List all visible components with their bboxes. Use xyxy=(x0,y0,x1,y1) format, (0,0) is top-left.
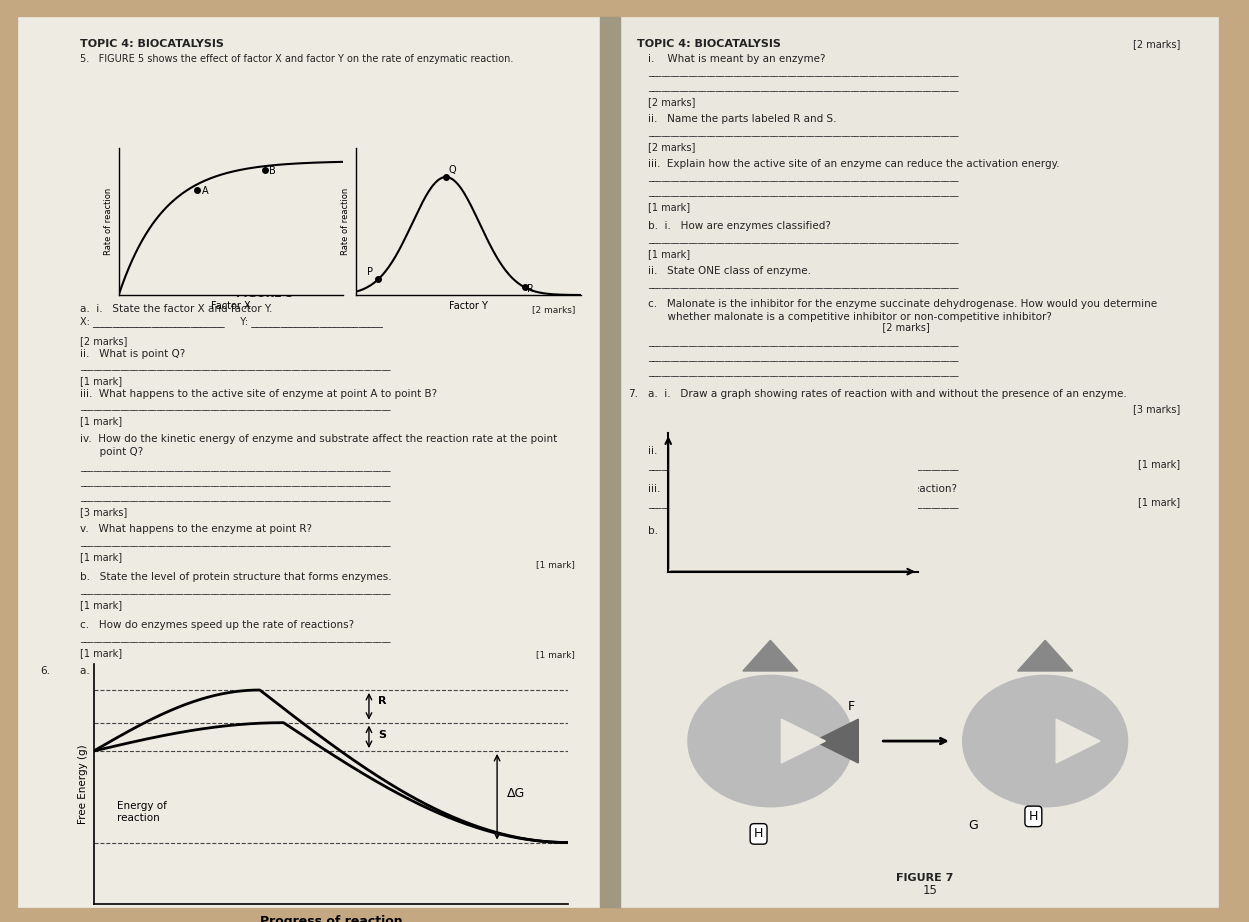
X-axis label: Factor Y: Factor Y xyxy=(448,301,488,311)
Text: 7.: 7. xyxy=(628,389,638,399)
Polygon shape xyxy=(1057,719,1100,763)
Text: A: A xyxy=(202,186,209,196)
Text: [1 mark]: [1 mark] xyxy=(536,560,575,569)
Text: whether malonate is a competitive inhibitor or non-competitive inhibitor?: whether malonate is a competitive inhibi… xyxy=(648,312,1052,322)
Text: [1 mark]: [1 mark] xyxy=(80,600,122,610)
Polygon shape xyxy=(814,719,858,763)
X-axis label: Progress of reaction: Progress of reaction xyxy=(260,915,402,922)
Text: F: F xyxy=(847,701,854,714)
Text: b.   State the level of protein structure that forms enzymes.: b. State the level of protein structure … xyxy=(80,572,392,582)
Polygon shape xyxy=(1018,640,1073,671)
Text: _____________________________________________________________________: ________________________________________… xyxy=(80,634,391,643)
Text: point Q?: point Q? xyxy=(80,447,144,457)
Text: [1 mark]: [1 mark] xyxy=(536,650,575,659)
Text: _____________________________________________________________________: ________________________________________… xyxy=(648,280,958,289)
Text: [2 marks]: [2 marks] xyxy=(648,97,696,107)
Text: [2 marks]: [2 marks] xyxy=(532,305,575,314)
Text: _____________________________________________________________________: ________________________________________… xyxy=(80,362,391,371)
Text: H: H xyxy=(1029,810,1038,823)
Text: ii.   Name the parts labeled R and S.: ii. Name the parts labeled R and S. xyxy=(648,114,837,124)
Text: [3 marks]: [3 marks] xyxy=(80,507,127,517)
Text: R: R xyxy=(378,696,387,706)
Text: [1 mark]: [1 mark] xyxy=(80,648,122,658)
Text: [2 marks]: [2 marks] xyxy=(648,322,929,332)
Text: _____________________________________________________________________: ________________________________________… xyxy=(648,173,958,182)
Text: _____________________________________________________________________: ________________________________________… xyxy=(80,402,391,411)
Text: G: G xyxy=(968,819,978,832)
Text: [1 mark]: [1 mark] xyxy=(80,416,122,426)
Text: FIGURE 7: FIGURE 7 xyxy=(896,873,953,883)
Text: b.   FIGURE 7 shows an enzyme reaction.: b. FIGURE 7 shows an enzyme reaction. xyxy=(648,526,862,536)
Text: c.   Malonate is the inhibitor for the enzyme succinate dehydrogenase. How would: c. Malonate is the inhibitor for the enz… xyxy=(648,299,1157,309)
Text: iii.  Explain how the active site of an enzyme can reduce the activation energy.: iii. Explain how the active site of an e… xyxy=(648,159,1059,169)
Text: c.   How do enzymes speed up the rate of reactions?: c. How do enzymes speed up the rate of r… xyxy=(80,620,355,630)
Text: b.  i.   How are enzymes classified?: b. i. How are enzymes classified? xyxy=(648,221,831,231)
Text: ii.   What is point Q?: ii. What is point Q? xyxy=(80,349,185,359)
Text: v.   What happens to the enzyme at point R?: v. What happens to the enzyme at point R… xyxy=(80,524,312,534)
Text: _____________________________________________________________________: ________________________________________… xyxy=(648,128,958,137)
Text: a.   FIGURE 6 shows a graph of an enzyme reaction.: a. FIGURE 6 shows a graph of an enzyme r… xyxy=(80,666,350,676)
Text: [1 mark]: [1 mark] xyxy=(648,202,691,212)
Text: TOPIC 4: BIOCATALYSIS: TOPIC 4: BIOCATALYSIS xyxy=(637,39,781,49)
Text: 14: 14 xyxy=(292,884,307,897)
Text: FIGURE 5: FIGURE 5 xyxy=(236,289,294,299)
Text: _____________________________________________________________________: ________________________________________… xyxy=(648,462,958,471)
Text: [1 mark]: [1 mark] xyxy=(1138,497,1180,507)
Text: _____________________________________________________________________: ________________________________________… xyxy=(648,83,958,92)
Text: 15: 15 xyxy=(923,884,938,897)
Text: 5.   FIGURE 5 shows the effect of factor X and factor Y on the rate of enzymatic: 5. FIGURE 5 shows the effect of factor X… xyxy=(80,54,513,64)
Text: _____________________________________________________________________: ________________________________________… xyxy=(648,368,958,377)
Text: i.    What is meant by an enzyme?: i. What is meant by an enzyme? xyxy=(648,54,826,64)
Text: _____________________________________________________________________: ________________________________________… xyxy=(648,353,958,362)
Text: [1 mark]: [1 mark] xyxy=(80,552,122,562)
Text: Q: Q xyxy=(448,165,456,174)
Text: a.  i.   Draw a graph showing rates of reaction with and without the presence of: a. i. Draw a graph showing rates of reac… xyxy=(648,389,1127,399)
Text: a.  i.   State the factor X and factor Y.: a. i. State the factor X and factor Y. xyxy=(80,304,272,314)
Text: _____________________________________________________________________: ________________________________________… xyxy=(648,188,958,197)
Text: Energy of
reaction: Energy of reaction xyxy=(117,801,167,822)
Bar xyxy=(618,17,1218,907)
Text: P: P xyxy=(367,266,373,277)
Text: iii.  How does an enzyme influence a biochemical reaction?: iii. How does an enzyme influence a bioc… xyxy=(648,484,957,494)
Text: _____________________________________________________________________: ________________________________________… xyxy=(648,68,958,77)
Text: _____________________________________________________________________: ________________________________________… xyxy=(80,538,391,547)
Text: [1 mark]: [1 mark] xyxy=(1138,459,1180,469)
Text: R: R xyxy=(527,284,533,294)
Circle shape xyxy=(688,675,853,807)
Text: S: S xyxy=(378,730,386,740)
Text: ii.   What is activation energy?: ii. What is activation energy? xyxy=(648,446,807,456)
Bar xyxy=(17,17,608,907)
Y-axis label: Rate of reaction: Rate of reaction xyxy=(341,188,351,254)
Text: [2 marks]: [2 marks] xyxy=(80,336,127,346)
Bar xyxy=(600,17,620,907)
Text: _____________________________________________________________________: ________________________________________… xyxy=(80,463,391,472)
Text: _____________________________________________________________________: ________________________________________… xyxy=(648,500,958,509)
Text: TOPIC 4: BIOCATALYSIS: TOPIC 4: BIOCATALYSIS xyxy=(80,39,224,49)
Text: _____________________________________________________________________: ________________________________________… xyxy=(80,478,391,487)
Text: _____________________________________________________________________: ________________________________________… xyxy=(648,235,958,244)
Text: B: B xyxy=(270,166,276,176)
Text: ΔG: ΔG xyxy=(507,786,525,799)
Text: [2 marks]: [2 marks] xyxy=(648,142,696,152)
Text: [1 mark]: [1 mark] xyxy=(80,376,122,386)
Y-axis label: Rate of reaction: Rate of reaction xyxy=(104,188,114,254)
Text: [2 marks]: [2 marks] xyxy=(1133,39,1180,49)
Text: X: ___________________________     Y: ___________________________: X: ___________________________ Y: ______… xyxy=(80,316,383,327)
Text: iii.  What happens to the active site of enzyme at point A to point B?: iii. What happens to the active site of … xyxy=(80,389,437,399)
Text: [3 marks]: [3 marks] xyxy=(1133,404,1180,414)
Text: FIGURE 6: FIGURE 6 xyxy=(206,859,264,869)
X-axis label: Factor X: Factor X xyxy=(211,301,251,311)
Y-axis label: Free Energy (g): Free Energy (g) xyxy=(79,744,89,823)
Text: 6.: 6. xyxy=(40,666,50,676)
Text: iv.  How do the kinetic energy of enzyme and substrate affect the reaction rate : iv. How do the kinetic energy of enzyme … xyxy=(80,434,557,444)
Circle shape xyxy=(963,675,1128,807)
Text: [1 mark]: [1 mark] xyxy=(648,249,691,259)
Text: H: H xyxy=(754,827,763,841)
Polygon shape xyxy=(743,640,798,671)
Text: ii.   State ONE class of enzyme.: ii. State ONE class of enzyme. xyxy=(648,266,811,276)
Text: _____________________________________________________________________: ________________________________________… xyxy=(80,586,391,595)
Polygon shape xyxy=(782,719,826,763)
Text: _____________________________________________________________________: ________________________________________… xyxy=(648,338,958,347)
Text: _____________________________________________________________________: ________________________________________… xyxy=(80,493,391,502)
